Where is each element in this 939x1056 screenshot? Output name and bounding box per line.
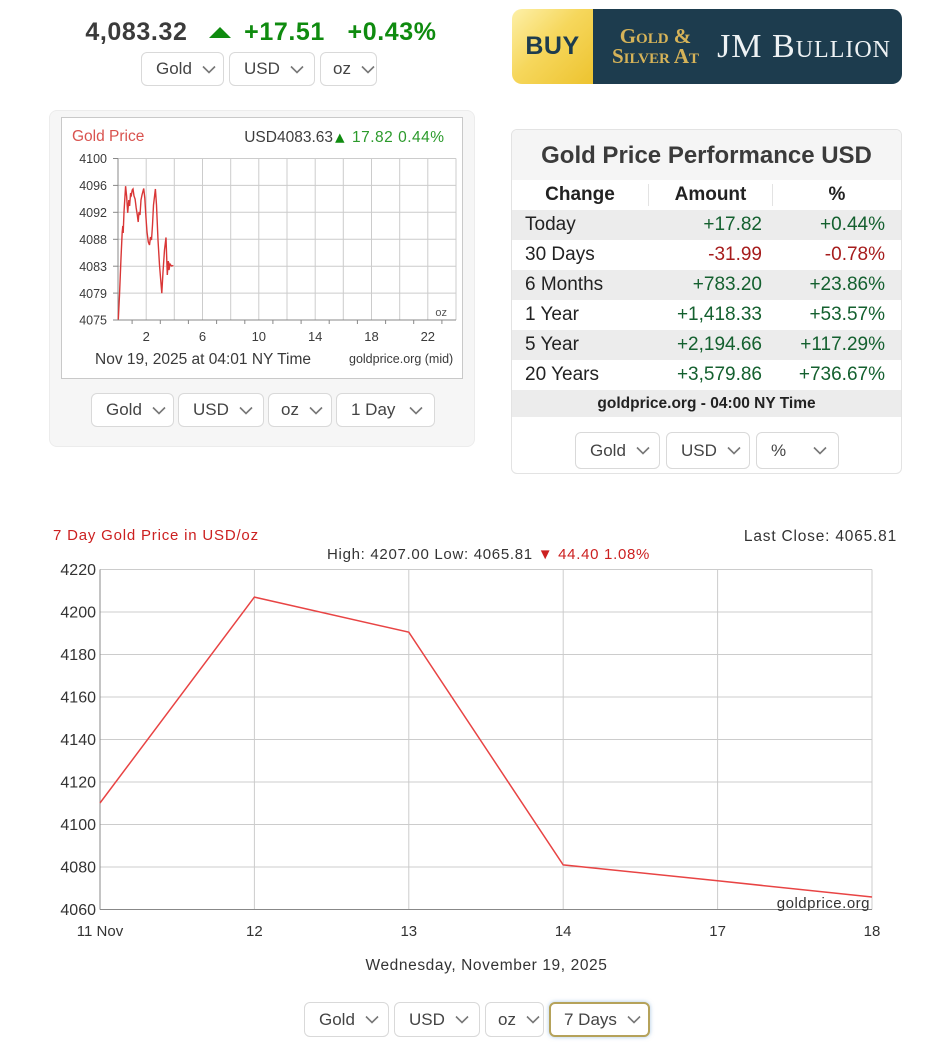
svg-text:4083: 4083 (79, 260, 107, 274)
svg-text:14: 14 (555, 923, 572, 940)
svg-text:4060: 4060 (60, 902, 96, 919)
svg-text:Gold Price: Gold Price (72, 128, 144, 145)
svg-text:11 Nov: 11 Nov (77, 923, 124, 940)
svg-text:18: 18 (364, 329, 378, 344)
svg-text:4092: 4092 (79, 206, 107, 220)
svg-text:oz: oz (435, 307, 447, 319)
svg-text:4180: 4180 (60, 647, 96, 664)
svg-text:4088: 4088 (79, 233, 107, 247)
svg-text:4160: 4160 (60, 690, 96, 707)
svg-text:goldprice.org: goldprice.org (777, 895, 870, 912)
svg-text:goldprice.org (mid): goldprice.org (mid) (349, 352, 453, 366)
svg-text:7 Day Gold Price in USD/oz: 7 Day Gold Price in USD/oz (53, 527, 259, 544)
svg-text:14: 14 (308, 329, 322, 344)
svg-text:2: 2 (143, 329, 150, 344)
svg-text:13: 13 (400, 923, 417, 940)
svg-text:4100: 4100 (79, 152, 107, 166)
svg-text:Last Close: 4065.81: Last Close: 4065.81 (744, 528, 897, 545)
svg-text:4200: 4200 (60, 605, 96, 622)
svg-text:12: 12 (246, 923, 263, 940)
svg-text:High: 4207.00 Low: 4065.81 ▼ 4: High: 4207.00 Low: 4065.81 ▼ 44.40 1.08% (327, 546, 650, 563)
svg-text:Nov 19, 2025 at 04:01 NY Time: Nov 19, 2025 at 04:01 NY Time (95, 351, 311, 368)
svg-text:4079: 4079 (79, 287, 107, 301)
svg-text:4080: 4080 (60, 860, 96, 877)
svg-text:4075: 4075 (79, 314, 107, 328)
svg-text:4100: 4100 (60, 817, 96, 834)
svg-text:17.82 0.44%: 17.82 0.44% (352, 129, 445, 146)
svg-text:22: 22 (421, 329, 435, 344)
svg-text:17: 17 (709, 923, 726, 940)
svg-text:6: 6 (199, 329, 206, 344)
svg-text:4140: 4140 (60, 732, 96, 749)
svg-text:4220: 4220 (60, 562, 96, 579)
svg-text:4120: 4120 (60, 775, 96, 792)
svg-text:4096: 4096 (79, 179, 107, 193)
svg-text:18: 18 (864, 923, 881, 940)
svg-text:USD4083.63: USD4083.63 (244, 129, 333, 146)
svg-text:10: 10 (252, 329, 266, 344)
